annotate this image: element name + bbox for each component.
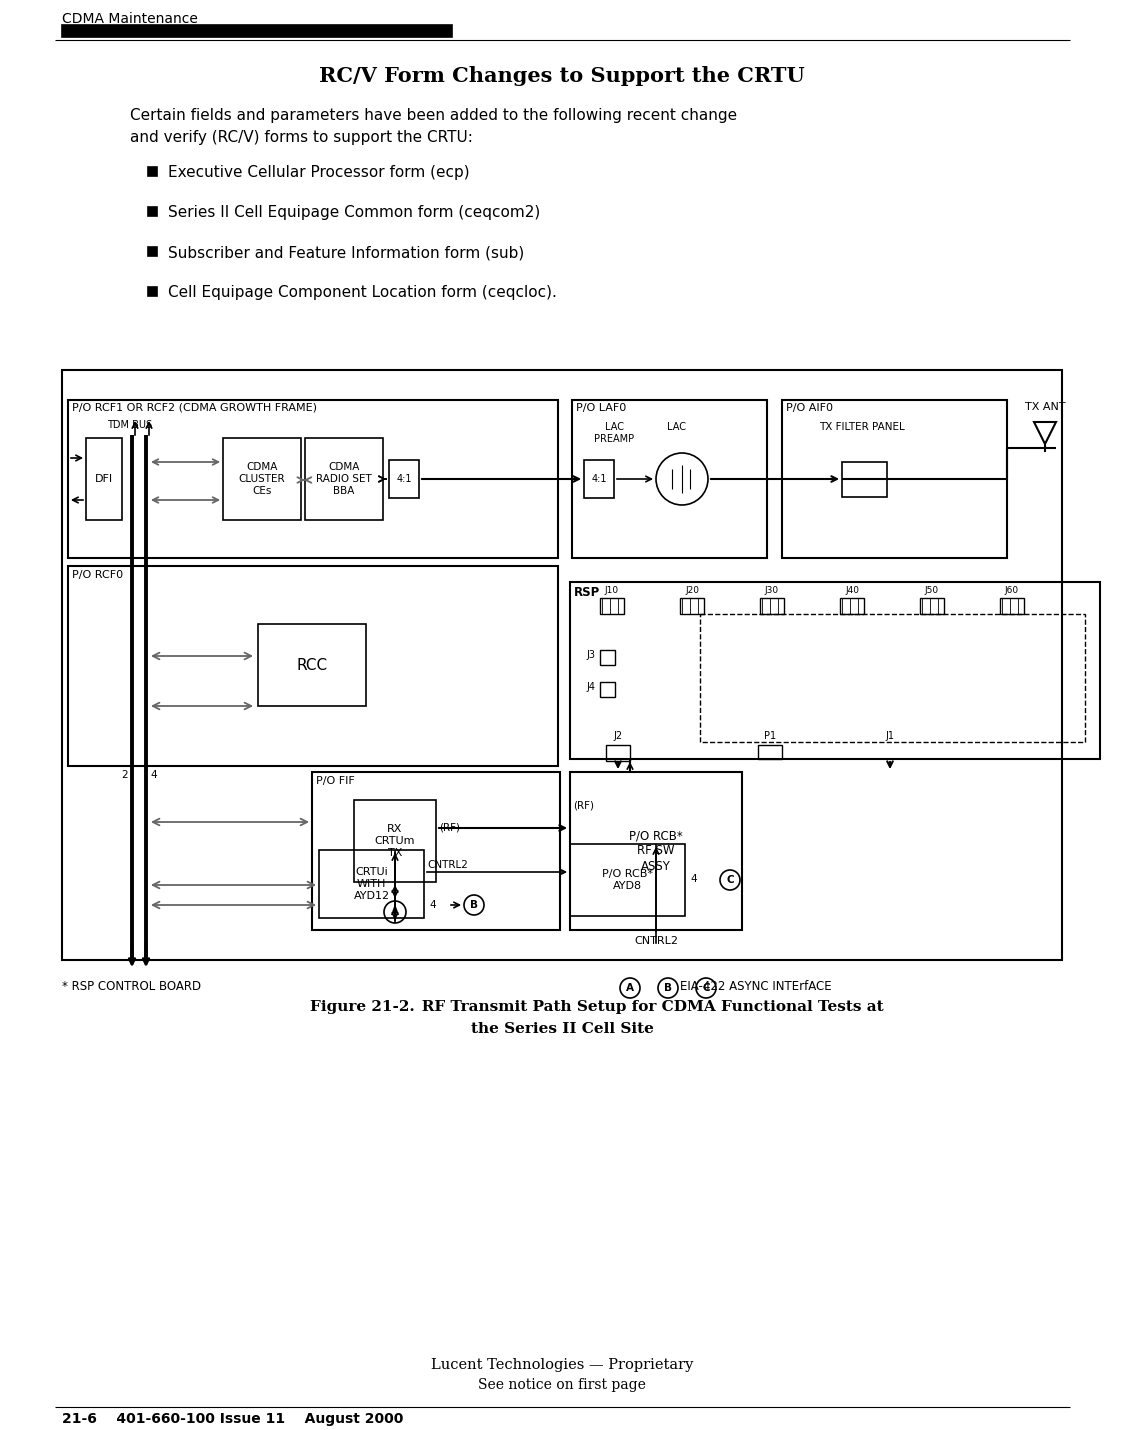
Bar — [842, 462, 886, 498]
Text: Certain fields and parameters have been added to the following recent change: Certain fields and parameters have been … — [130, 109, 737, 123]
Text: P/O RCF0: P/O RCF0 — [72, 571, 123, 581]
Bar — [389, 460, 418, 498]
Text: TDM BUS: TDM BUS — [108, 420, 153, 430]
Text: 4: 4 — [690, 874, 696, 884]
Text: * RSP CONTROL BOARD: * RSP CONTROL BOARD — [62, 980, 201, 992]
Text: 21-6    401-660-100 Issue 11    August 2000: 21-6 401-660-100 Issue 11 August 2000 — [62, 1411, 404, 1426]
Bar — [68, 400, 558, 558]
Bar — [840, 598, 864, 613]
Text: LAC: LAC — [667, 422, 686, 432]
Text: CDMA
CLUSTER
CEs: CDMA CLUSTER CEs — [238, 462, 286, 496]
Text: B: B — [664, 982, 672, 992]
Bar — [782, 400, 1007, 558]
Text: J60: J60 — [1005, 586, 1019, 595]
Bar — [223, 438, 302, 521]
Bar — [600, 682, 615, 696]
Text: Cell Equipage Component Location form (ceqcloc).: Cell Equipage Component Location form (c… — [168, 285, 557, 300]
Text: TX FILTER PANEL: TX FILTER PANEL — [819, 422, 905, 432]
Bar — [68, 566, 558, 766]
Bar — [760, 598, 784, 613]
Bar — [148, 167, 158, 176]
Bar — [354, 799, 436, 882]
Text: Figure 21-2.: Figure 21-2. — [310, 1000, 415, 1014]
Bar — [62, 370, 1062, 960]
Bar — [312, 772, 560, 930]
Text: 4: 4 — [150, 769, 156, 779]
Text: 4: 4 — [429, 899, 435, 909]
Text: DFI: DFI — [94, 473, 112, 483]
Bar — [606, 745, 630, 761]
Text: (RF): (RF) — [439, 822, 460, 832]
Text: J40: J40 — [845, 586, 860, 595]
Text: P/O LAF0: P/O LAF0 — [576, 403, 627, 413]
Bar — [920, 598, 944, 613]
Text: the Series II Cell Site: the Series II Cell Site — [470, 1022, 654, 1035]
Bar — [600, 598, 624, 613]
Text: A: A — [626, 982, 634, 992]
Text: J2: J2 — [613, 731, 622, 741]
Text: CNTRL2: CNTRL2 — [634, 937, 678, 947]
Bar — [148, 207, 158, 216]
Text: LAC
PREAMP: LAC PREAMP — [594, 422, 634, 443]
Text: J3: J3 — [586, 651, 595, 661]
Text: Series II Cell Equipage Common form (ceqcom2): Series II Cell Equipage Common form (ceq… — [168, 204, 540, 220]
Bar — [319, 849, 424, 918]
Bar — [258, 623, 366, 706]
Text: P/O RCF1 OR RCF2 (CDMA GROWTH FRAME): P/O RCF1 OR RCF2 (CDMA GROWTH FRAME) — [72, 403, 317, 413]
Text: J50: J50 — [925, 586, 939, 595]
Text: 4:1: 4:1 — [396, 473, 412, 483]
Bar — [584, 460, 614, 498]
Text: P/O AIF0: P/O AIF0 — [786, 403, 832, 413]
Text: and verify (RC/V) forms to support the CRTU:: and verify (RC/V) forms to support the C… — [130, 130, 472, 144]
Text: P/O RCB*
RF SW
ASSY: P/O RCB* RF SW ASSY — [629, 829, 683, 872]
Text: TX ANT: TX ANT — [1025, 402, 1065, 412]
Text: P1: P1 — [764, 731, 776, 741]
Text: CRTUi
WITH
AYD12: CRTUi WITH AYD12 — [353, 868, 389, 901]
Text: J1: J1 — [885, 731, 894, 741]
Text: Executive Cellular Processor form (ecp): Executive Cellular Processor form (ecp) — [168, 164, 469, 180]
Bar — [758, 745, 782, 759]
Bar — [570, 772, 742, 930]
Text: 4:1: 4:1 — [592, 473, 606, 483]
Bar — [570, 844, 685, 917]
Bar — [86, 438, 122, 521]
Text: RF Transmit Path Setup for CDMA Functional Tests at: RF Transmit Path Setup for CDMA Function… — [406, 1000, 883, 1014]
Text: J10: J10 — [605, 586, 619, 595]
Bar — [148, 287, 158, 296]
Text: C: C — [702, 982, 710, 992]
Text: RC/V Form Changes to Support the CRTU: RC/V Form Changes to Support the CRTU — [319, 66, 804, 86]
Text: RCC: RCC — [297, 658, 327, 672]
Bar — [700, 613, 1084, 742]
Text: EIA-422 ASYNC INTErfACE: EIA-422 ASYNC INTErfACE — [680, 980, 831, 992]
Text: J4: J4 — [586, 682, 595, 692]
Text: P/O FIF: P/O FIF — [316, 776, 354, 786]
Text: Subscriber and Feature Information form (sub): Subscriber and Feature Information form … — [168, 245, 524, 260]
Text: RX
CRTUm
TX: RX CRTUm TX — [375, 825, 415, 858]
Text: CDMA Maintenance: CDMA Maintenance — [62, 11, 198, 26]
Text: J30: J30 — [765, 586, 778, 595]
Bar — [572, 400, 767, 558]
Bar — [305, 438, 382, 521]
Text: B: B — [470, 899, 478, 909]
Text: C: C — [727, 875, 734, 885]
Text: 2: 2 — [122, 769, 128, 779]
Bar — [600, 651, 615, 665]
Text: See notice on first page: See notice on first page — [478, 1379, 646, 1391]
Bar — [680, 598, 704, 613]
Text: RSP: RSP — [574, 586, 601, 599]
Bar — [62, 24, 452, 37]
Text: (RF): (RF) — [573, 799, 594, 809]
Text: A: A — [392, 907, 399, 917]
Bar — [148, 247, 158, 256]
Text: CDMA
RADIO SET
BBA: CDMA RADIO SET BBA — [316, 462, 372, 496]
Text: CNTRL2: CNTRL2 — [428, 859, 468, 869]
Text: P/O RCB*
AYD8: P/O RCB* AYD8 — [602, 869, 652, 891]
Bar — [570, 582, 1100, 759]
Text: J20: J20 — [685, 586, 699, 595]
Text: Lucent Technologies — Proprietary: Lucent Technologies — Proprietary — [431, 1358, 693, 1371]
Bar — [1000, 598, 1024, 613]
